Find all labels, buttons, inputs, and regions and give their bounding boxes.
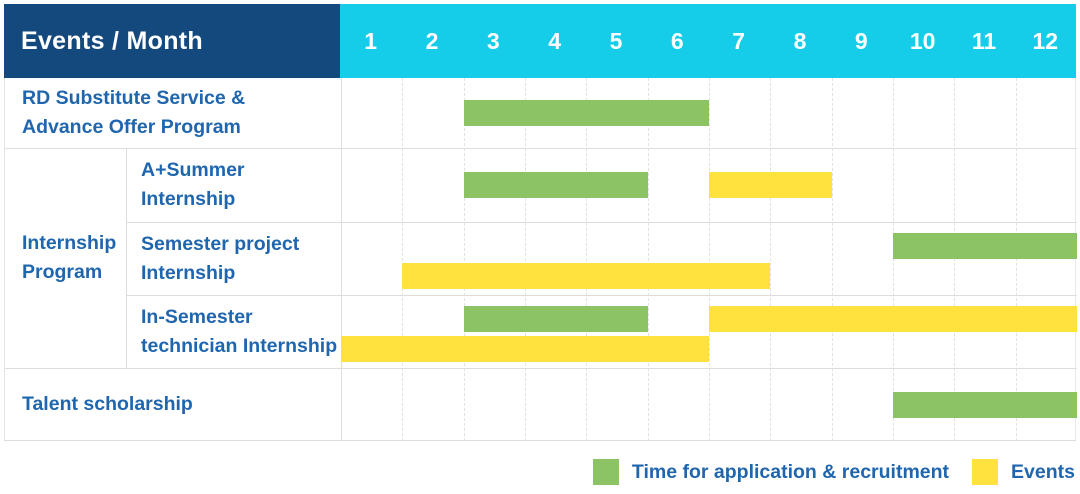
legend-swatch-application <box>592 459 619 485</box>
row-label-line: Internship <box>141 261 236 284</box>
group-label-line: Program <box>22 261 103 283</box>
row-label-talent-scholarship: Talent scholarship <box>5 368 341 441</box>
table-row: Talent scholarship <box>5 368 1077 441</box>
month-header-cell: 9 <box>854 27 868 54</box>
month-gridline <box>586 78 588 441</box>
table-header-row: Events / Month 1 2 3 4 5 6 7 8 9 10 11 12 <box>4 4 1076 78</box>
legend: Time for application & recruitment Events <box>592 459 1075 485</box>
group-sublabel-divider <box>126 148 127 368</box>
row-label-line: Semester project <box>141 232 300 255</box>
month-header-cell: 12 <box>1032 27 1059 54</box>
table-row: RD Substitute Service & Advance Offer Pr… <box>5 78 1077 148</box>
month-gridline <box>525 78 526 441</box>
gantt-bar-event <box>709 306 1077 332</box>
month-gridline <box>709 78 710 441</box>
gantt-bar-application <box>463 100 709 126</box>
month-header-cell: 10 <box>909 27 936 54</box>
month-gridline <box>1015 78 1017 441</box>
row-label-line: In-Semester <box>141 305 253 328</box>
gantt-bar-application <box>463 172 648 198</box>
month-header-cell: 11 <box>971 27 997 54</box>
month-header-cell: 1 <box>364 27 378 54</box>
row-label-in-semester-technician-internship: In-Semester technician Internship <box>126 295 341 368</box>
row-label-line: technician Internship <box>141 334 338 357</box>
gantt-bar-application <box>893 233 1077 259</box>
month-header-cell: 5 <box>609 27 623 54</box>
row-label-line: RD Substitute Service & <box>22 87 246 109</box>
month-gridline <box>402 78 404 441</box>
month-gridline <box>831 78 833 441</box>
table-body: Internship Program RD Substitute Service… <box>4 78 1077 441</box>
label-months-divider <box>341 78 342 441</box>
group-label-line: Internship <box>22 232 117 254</box>
table-row: In-Semester technician Internship <box>5 295 1077 368</box>
month-header-cell: 7 <box>732 27 746 54</box>
row-label-line: A+Summer <box>141 159 245 181</box>
legend-swatch-event <box>972 459 999 485</box>
gantt-bar-application <box>893 391 1077 418</box>
month-header-cell: 4 <box>548 27 562 54</box>
gantt-bar-application <box>463 306 648 332</box>
group-cell-internship-program: Internship Program <box>5 148 126 368</box>
gantt-bar-event <box>709 172 832 198</box>
schedule-table: Events / Month 1 2 3 4 5 6 7 8 9 10 11 12 Internshi… <box>4 4 1077 441</box>
month-header-cell: 6 <box>670 27 684 54</box>
month-header-cell: 8 <box>793 27 807 54</box>
row-label-line: Talent scholarship <box>22 393 193 415</box>
page-title: Events / Month <box>21 26 203 55</box>
legend-item-event: Events <box>972 459 1075 485</box>
gantt-bar-event <box>402 263 771 289</box>
legend-item-application: Time for application & recruitment <box>592 459 950 485</box>
row-divider <box>5 148 1077 149</box>
month-gridline <box>954 78 956 441</box>
header-title-cell: Events / Month <box>4 4 340 78</box>
month-header-cell: 3 <box>486 27 500 54</box>
table-row: A+Summer Internship <box>5 148 1077 222</box>
row-label-rd-substitute: RD Substitute Service & Advance Offer Pr… <box>5 78 341 148</box>
legend-label: Events <box>1011 460 1075 483</box>
row-label-semester-project-internship: Semester project Internship <box>126 222 341 295</box>
month-gridline <box>647 78 649 441</box>
row-label-line: Advance Offer Program <box>22 116 241 138</box>
row-label-line: Internship <box>141 188 236 210</box>
table-row: Semester project Internship <box>5 222 1077 295</box>
gantt-bar-event <box>341 336 709 362</box>
row-divider <box>126 222 1077 223</box>
month-header-cell: 2 <box>425 27 439 54</box>
legend-label: Time for application & recruitment <box>631 460 950 483</box>
row-divider <box>5 368 1077 369</box>
month-gridline <box>770 78 772 441</box>
month-gridline <box>893 78 894 441</box>
month-header-cells: 1 2 3 4 5 6 7 8 9 10 11 12 <box>340 4 1076 78</box>
row-label-a-plus-summer-internship: A+Summer Internship <box>126 148 341 222</box>
row-divider <box>126 295 1077 296</box>
month-gridline <box>463 78 465 441</box>
